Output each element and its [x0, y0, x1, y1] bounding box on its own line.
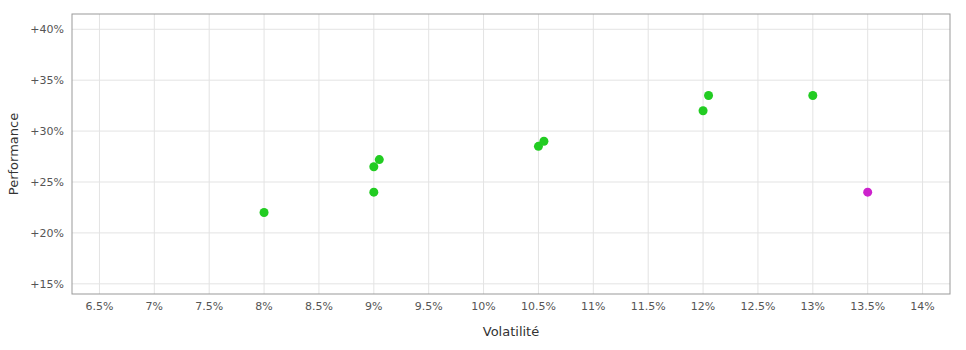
x-tick-label: 11.5%	[631, 300, 666, 313]
x-grid-line	[209, 14, 210, 294]
y-grid-line	[72, 232, 950, 233]
x-grid-line	[812, 14, 813, 294]
x-tick-label: 7.5%	[195, 300, 223, 313]
y-grid-line	[72, 182, 950, 183]
x-grid-line	[538, 14, 539, 294]
plot-frame	[72, 14, 950, 294]
x-axis-label: Volatilité	[483, 324, 539, 339]
series	[260, 91, 818, 217]
x-grid-line	[264, 14, 265, 294]
chart: 6.5% 7% 7.5% 8% 8.5% 9% 9.5% 10% 10.5% 11% 11.5% 12…	[0, 0, 966, 350]
x-tick-label: 6.5%	[85, 300, 113, 313]
x-tick-label: 13.5%	[850, 300, 885, 313]
point	[539, 137, 548, 146]
y-tick-label: +40%	[30, 23, 64, 36]
x-grid-line	[593, 14, 594, 294]
y-grid-line	[72, 80, 950, 81]
grid	[72, 14, 950, 294]
x-tick-label: 12%	[691, 300, 715, 313]
series	[863, 188, 872, 197]
point	[375, 155, 384, 164]
x-grid-line	[922, 14, 923, 294]
x-tick-label: 9%	[365, 300, 382, 313]
y-tick-label: +25%	[30, 176, 64, 189]
x-grid-line	[648, 14, 649, 294]
plot-area	[72, 14, 950, 294]
x-tick-label: 8.5%	[305, 300, 333, 313]
y-grid-line	[72, 283, 950, 284]
point	[369, 188, 378, 197]
x-grid-line	[99, 14, 100, 294]
y-grid-line	[72, 131, 950, 132]
page: {"chart_data": {"type": "scatter", "xlab…	[0, 0, 966, 350]
x-tick-label: 13%	[801, 300, 825, 313]
y-axis-label: Performance	[6, 113, 21, 195]
y-grid-line	[72, 29, 950, 30]
x-grid-line	[867, 14, 868, 294]
x-grid-line	[703, 14, 704, 294]
x-tick-label: 7%	[146, 300, 163, 313]
x-tick-label: 10%	[471, 300, 495, 313]
x-grid-line	[757, 14, 758, 294]
x-grid-line	[483, 14, 484, 294]
x-tick-label: 8%	[255, 300, 272, 313]
y-tick-label: +15%	[30, 278, 64, 291]
point	[699, 106, 708, 115]
point	[863, 188, 872, 197]
y-tick-label: +20%	[30, 227, 64, 240]
x-tick-label: 10.5%	[521, 300, 556, 313]
x-tick-label: 12.5%	[740, 300, 775, 313]
x-tick-label: 14%	[910, 300, 934, 313]
point	[704, 91, 713, 100]
x-grid-line	[318, 14, 319, 294]
point	[808, 91, 817, 100]
marks	[260, 91, 873, 217]
y-tick-label: +35%	[30, 74, 64, 87]
point	[260, 208, 269, 217]
x-grid-line	[154, 14, 155, 294]
y-tick-label: +30%	[30, 125, 64, 138]
point	[369, 162, 378, 171]
x-tick-label: 11%	[581, 300, 605, 313]
x-tick-label: 9.5%	[415, 300, 443, 313]
x-grid-line	[373, 14, 374, 294]
x-grid-line	[428, 14, 429, 294]
